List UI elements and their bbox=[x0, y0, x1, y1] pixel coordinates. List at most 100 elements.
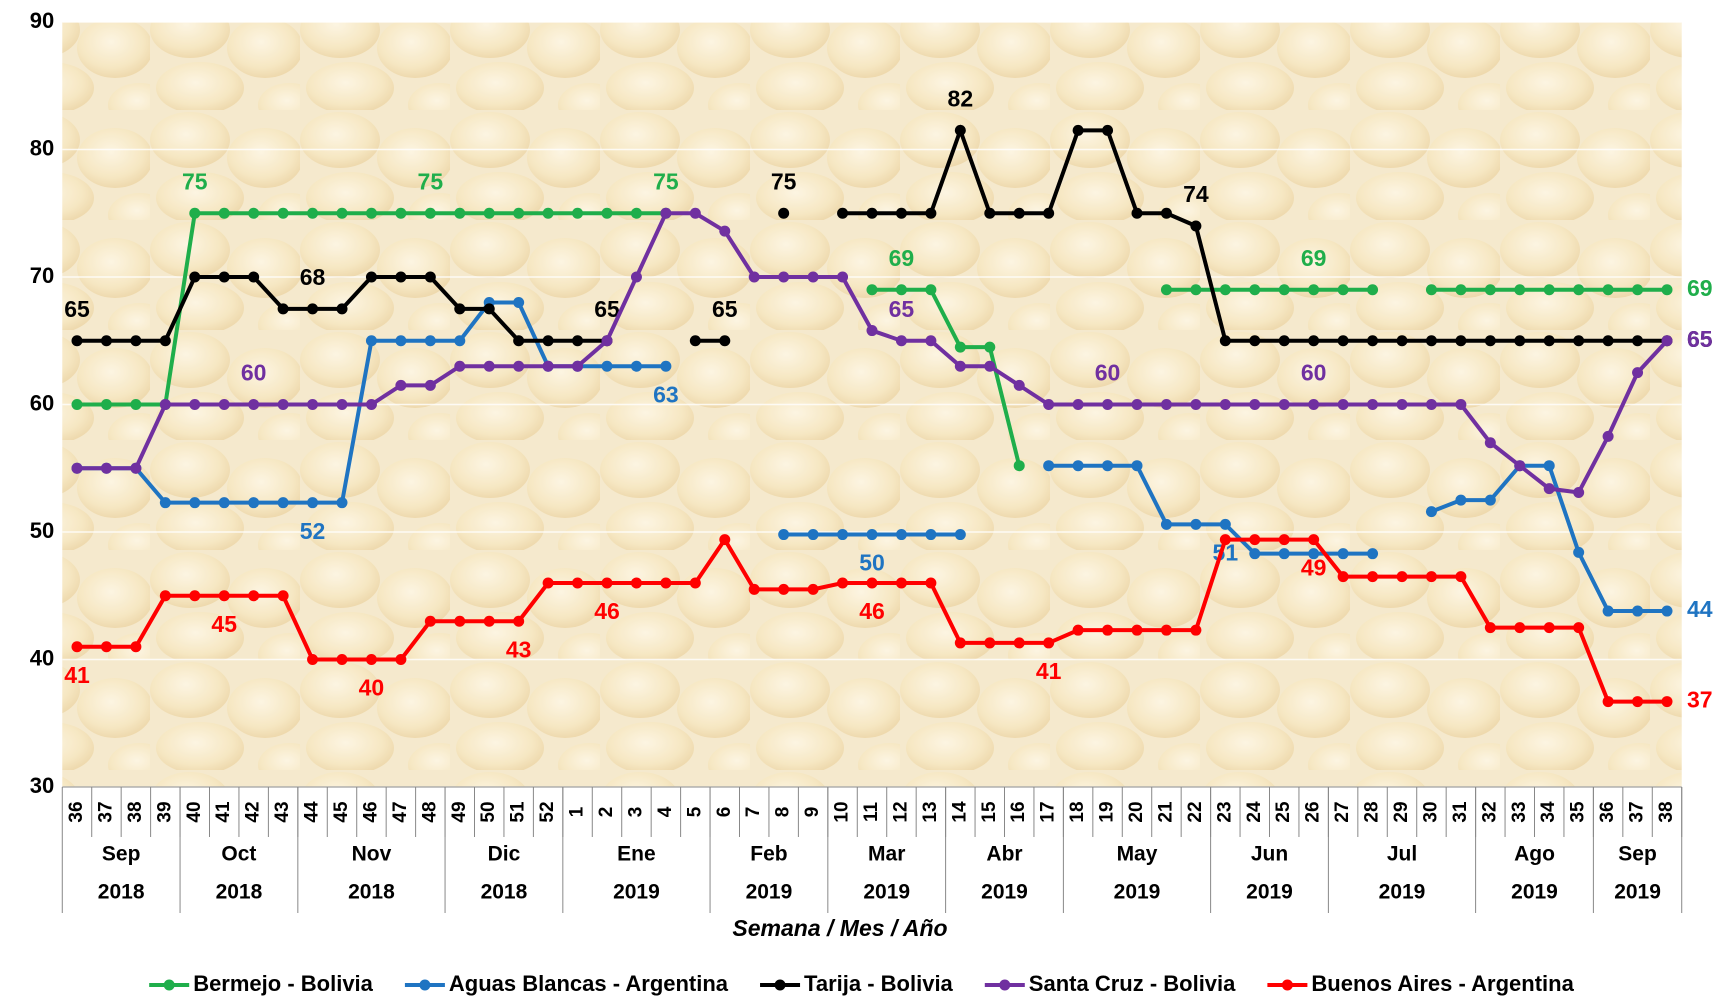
x-tick-label: 9 bbox=[802, 807, 823, 818]
data-point bbox=[1249, 548, 1261, 560]
data-point bbox=[336, 207, 348, 219]
data-point bbox=[336, 303, 348, 315]
year-label: 2019 bbox=[1246, 881, 1293, 904]
data-point bbox=[1072, 460, 1084, 472]
data-point bbox=[719, 534, 731, 546]
data-point bbox=[1278, 399, 1290, 410]
data-point bbox=[866, 284, 878, 296]
data-point bbox=[159, 590, 171, 602]
data-point bbox=[277, 207, 289, 219]
data-point bbox=[1043, 460, 1055, 472]
data-point bbox=[660, 577, 672, 589]
data-point bbox=[1072, 624, 1084, 636]
data-point bbox=[954, 360, 966, 372]
data-point bbox=[483, 207, 495, 219]
data-point bbox=[248, 207, 260, 219]
data-point bbox=[1102, 124, 1114, 136]
data-point bbox=[1632, 335, 1644, 347]
data-point bbox=[984, 207, 996, 219]
data-point bbox=[1160, 399, 1172, 410]
y-tick-label: 50 bbox=[30, 518, 54, 543]
data-point bbox=[395, 207, 407, 219]
x-tick-label: 3 bbox=[625, 807, 646, 818]
data-point bbox=[336, 399, 348, 410]
data-point bbox=[1249, 335, 1261, 347]
data-point bbox=[1573, 622, 1585, 634]
data-point bbox=[1367, 284, 1379, 296]
data-point bbox=[1573, 486, 1585, 498]
data-point bbox=[424, 615, 436, 627]
data-point bbox=[1573, 546, 1585, 558]
data-point bbox=[1514, 284, 1526, 296]
data-point bbox=[984, 637, 996, 649]
data-point bbox=[1484, 437, 1496, 449]
data-point bbox=[218, 497, 230, 509]
data-point bbox=[1632, 284, 1644, 296]
data-point bbox=[1455, 284, 1467, 296]
data-point bbox=[1514, 335, 1526, 347]
year-label: 2018 bbox=[216, 881, 263, 904]
data-point bbox=[1455, 335, 1467, 347]
data-point bbox=[1278, 284, 1290, 296]
x-tick-label: 5 bbox=[684, 806, 705, 817]
data-point bbox=[1072, 124, 1084, 136]
data-point bbox=[895, 577, 907, 589]
data-point bbox=[1043, 637, 1055, 649]
data-label: 68 bbox=[300, 264, 326, 290]
data-point bbox=[1337, 335, 1349, 347]
x-tick-label: 4 bbox=[655, 806, 676, 817]
data-point bbox=[1102, 460, 1114, 472]
x-tick-label: 15 bbox=[979, 801, 1000, 823]
month-label: Sep bbox=[1618, 843, 1657, 866]
x-tick-label: 12 bbox=[890, 801, 911, 822]
x-tick-label: 26 bbox=[1303, 801, 1324, 822]
x-tick-label: 16 bbox=[1008, 801, 1029, 822]
data-point bbox=[895, 529, 907, 541]
x-tick-label: 44 bbox=[302, 801, 323, 823]
data-point bbox=[601, 577, 613, 589]
x-tick-label: 19 bbox=[1097, 801, 1118, 822]
data-point bbox=[365, 207, 377, 219]
month-label: Jun bbox=[1251, 843, 1288, 866]
data-point bbox=[1543, 460, 1555, 472]
data-point bbox=[159, 497, 171, 509]
data-point bbox=[159, 335, 171, 347]
data-point bbox=[1013, 379, 1025, 391]
data-point bbox=[866, 207, 878, 219]
data-point bbox=[630, 271, 642, 283]
data-point bbox=[1484, 335, 1496, 347]
data-point bbox=[954, 341, 966, 353]
data-label: 45 bbox=[211, 611, 237, 637]
data-point bbox=[71, 641, 83, 653]
x-tick-label: 43 bbox=[272, 801, 293, 822]
data-point bbox=[483, 303, 495, 315]
data-point bbox=[248, 497, 260, 509]
data-point bbox=[189, 271, 201, 283]
data-point bbox=[895, 207, 907, 219]
data-point bbox=[1190, 284, 1202, 296]
data-point bbox=[454, 335, 466, 347]
data-label: 52 bbox=[300, 518, 326, 544]
x-axis-title: Semana / Mes / Año bbox=[732, 915, 947, 941]
data-point bbox=[424, 335, 436, 347]
data-point bbox=[895, 335, 907, 347]
data-point bbox=[925, 529, 937, 541]
data-point bbox=[1661, 605, 1673, 617]
data-point bbox=[778, 583, 790, 595]
data-point bbox=[1484, 284, 1496, 296]
data-point bbox=[1308, 534, 1320, 546]
data-point bbox=[1602, 430, 1614, 442]
data-label: 69 bbox=[1301, 245, 1327, 271]
y-tick-label: 60 bbox=[30, 390, 54, 415]
data-point bbox=[100, 335, 112, 347]
data-label: 63 bbox=[653, 381, 679, 407]
data-label: 50 bbox=[859, 550, 885, 576]
year-label: 2019 bbox=[1379, 881, 1426, 904]
data-point bbox=[572, 335, 584, 347]
y-tick-label: 40 bbox=[30, 645, 54, 670]
data-point bbox=[630, 360, 642, 372]
data-point bbox=[1131, 460, 1143, 472]
data-point bbox=[1190, 399, 1202, 410]
x-tick-label: 1 bbox=[567, 806, 588, 817]
data-point bbox=[1455, 571, 1467, 583]
